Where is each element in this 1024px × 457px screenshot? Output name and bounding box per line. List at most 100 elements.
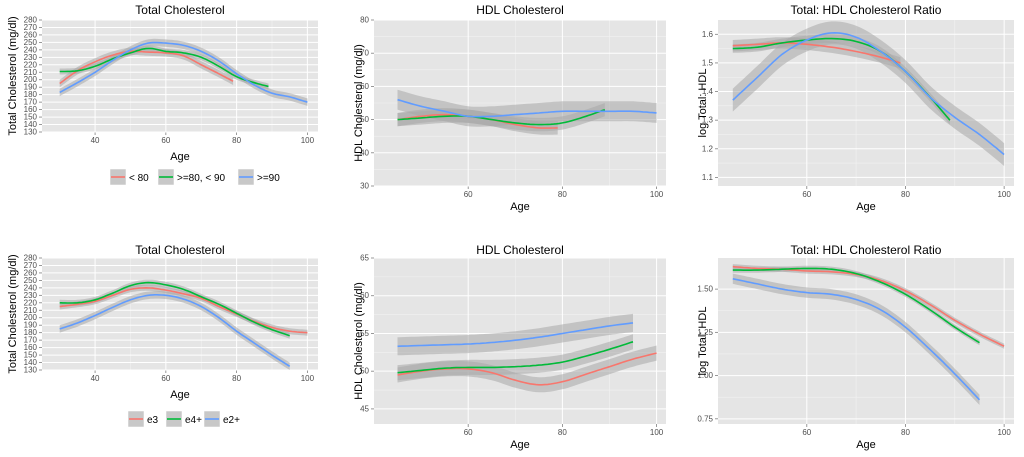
x-tick-label: 80: [232, 374, 241, 383]
x-tick-label: 40: [91, 374, 100, 383]
y-tick-label: 220: [24, 298, 38, 307]
y-tick-label: 50: [360, 367, 369, 376]
confidence-band: [59, 47, 234, 88]
x-tick-label: 100: [997, 190, 1011, 199]
y-tick-label: 1.1: [702, 173, 714, 182]
y-axis-label: Total Cholesterol (mg/dl): [7, 254, 19, 373]
y-tick-label: 1.50: [697, 285, 713, 294]
y-tick-label: 270: [24, 261, 38, 270]
y-tick-label: 80: [360, 16, 369, 25]
x-tick-label: 100: [301, 136, 315, 145]
y-tick-label: 280: [24, 16, 38, 25]
x-tick-label: 60: [802, 190, 811, 199]
x-axis-label: Age: [510, 201, 530, 213]
y-tick-label: 1.5: [702, 58, 714, 67]
x-tick-label: 60: [161, 374, 170, 383]
series-line: [397, 341, 634, 374]
confidence-band: [732, 34, 950, 125]
y-tick-label: 220: [24, 60, 38, 69]
y-tick-label: 210: [24, 68, 38, 77]
legend-label: e2+: [223, 415, 240, 426]
legend-label: e3: [147, 415, 159, 426]
y-tick-label: 250: [24, 276, 38, 285]
y-tick-label: 190: [24, 321, 38, 330]
y-tick-label: 170: [24, 98, 38, 107]
x-tick-label: 60: [464, 190, 473, 199]
legend-2: e3 e4+ e2+: [127, 410, 240, 428]
x-axis-label: Age: [170, 151, 190, 163]
chart-panel-2: 60 80 100 30 40 50 60 70 80 HDL Cholesterol Age HDL…: [353, 3, 666, 213]
x-tick-label: 100: [650, 190, 664, 199]
confidence-band: [732, 21, 1005, 167]
y-tick-label: 30: [360, 182, 369, 191]
chart-panel-4: 40 60 80 1001301401501601701801902002102202…: [7, 243, 318, 401]
x-tick-label: 40: [91, 136, 100, 145]
y-tick-label: 70: [360, 49, 369, 58]
y-tick-label: 40: [360, 148, 369, 157]
y-tick-label: 180: [24, 90, 38, 99]
x-axis-label: Age: [856, 439, 876, 451]
chart-title: Total Cholesterol: [135, 243, 224, 257]
y-tick-label: 180: [24, 328, 38, 337]
y-tick-label: 1.6: [702, 30, 714, 39]
y-tick-label: 160: [24, 105, 38, 114]
x-tick-label: 60: [464, 428, 473, 437]
y-tick-label: 200: [24, 313, 38, 322]
series-line: [397, 108, 606, 126]
chart-panel-5: 60 80 100 45 50 55 60 65 HDL Cholesterol Age HDL C…: [353, 243, 666, 451]
chart-panel-6: 60 80 100 0.75 1.00 1.25 1.50 Total: HDL Choles…: [697, 243, 1014, 451]
chart-title: Total: HDL Cholesterol Ratio: [791, 3, 942, 17]
series-line: [59, 47, 269, 88]
legend-label: >=90: [257, 173, 280, 184]
series-line: [59, 281, 290, 337]
plot-background: [42, 258, 318, 370]
series-line: [59, 286, 308, 334]
x-tick-label: 80: [558, 190, 567, 199]
y-tick-label: 60: [360, 291, 369, 300]
y-tick-label: 55: [360, 329, 369, 338]
series-line: [59, 41, 308, 103]
chart-title: HDL Cholesterol: [476, 243, 564, 257]
y-tick-label: 140: [24, 358, 38, 367]
x-tick-label: 80: [558, 428, 567, 437]
y-tick-label: 260: [24, 30, 38, 39]
y-tick-label: 270: [24, 23, 38, 32]
y-axis-label: Total Cholesterol (mg/dl): [7, 16, 19, 135]
y-tick-label: 200: [24, 75, 38, 84]
x-tick-label: 100: [650, 428, 664, 437]
chart-panel-3: 60 80 100 1.1 1.2 1.3 1.4 1.5 1.6 Total: HDL Chol…: [697, 3, 1014, 213]
x-tick-label: 60: [802, 428, 811, 437]
y-tick-label: 1.3: [702, 116, 714, 125]
chart-title: HDL Cholesterol: [476, 3, 564, 17]
legend-1: < 80 >=80, < 90 >=90: [109, 168, 280, 186]
y-tick-label: 260: [24, 268, 38, 277]
y-tick-label: 130: [24, 128, 38, 137]
legend-label: < 80: [129, 173, 149, 184]
y-tick-label: 280: [24, 254, 38, 263]
x-axis-label: Age: [510, 439, 530, 451]
y-tick-label: 1.2: [702, 144, 714, 153]
series-line: [732, 42, 901, 64]
y-tick-label: 130: [24, 366, 38, 375]
confidence-band: [397, 89, 657, 127]
x-tick-label: 80: [901, 428, 910, 437]
y-tick-label: 0.75: [697, 414, 713, 423]
y-tick-label: 250: [24, 38, 38, 47]
x-axis-label: Age: [856, 201, 876, 213]
y-tick-label: 150: [24, 351, 38, 360]
x-axis-label: Age: [170, 389, 190, 401]
chart-panel-1: 40 60 80 1001301401501601701801902002102202…: [7, 3, 318, 163]
y-tick-label: 240: [24, 45, 38, 54]
series-line: [59, 294, 291, 367]
y-tick-label: 65: [360, 254, 369, 263]
y-tick-label: 230: [24, 291, 38, 300]
y-tick-label: 1.25: [697, 328, 713, 337]
y-axis-label: HDL Cholesterol (mg/dl): [353, 282, 365, 400]
chart-title: Total: HDL Cholesterol Ratio: [791, 243, 942, 257]
y-tick-label: 50: [360, 115, 369, 124]
x-tick-label: 80: [232, 136, 241, 145]
y-tick-label: 150: [24, 113, 38, 122]
confidence-band: [59, 45, 269, 90]
x-tick-label: 60: [161, 136, 170, 145]
